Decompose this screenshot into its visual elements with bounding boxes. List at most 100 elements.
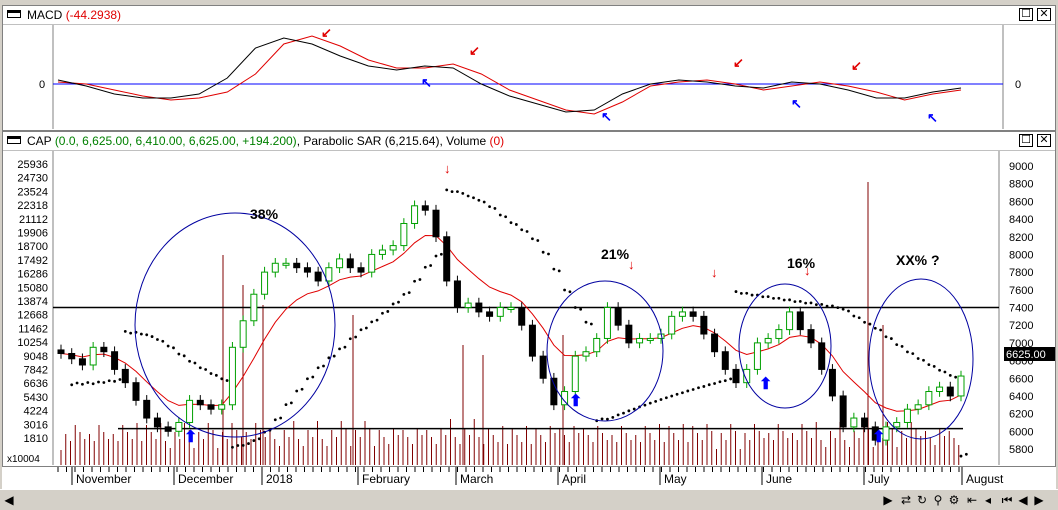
- candle-body: [464, 302, 472, 308]
- sar-dot: [343, 345, 347, 349]
- sar-dot: [514, 223, 518, 226]
- zoom-icon[interactable]: ⚲: [933, 493, 943, 507]
- horizontal-scrollbar[interactable]: ◀ ▶ ⇄ ↻ ⚲ ⚙ ⇤ ◂ ⏮ ◀ ▶: [0, 489, 1058, 510]
- sar-dot: [139, 332, 143, 336]
- left-axis-tick: 13874: [17, 296, 48, 308]
- first-icon[interactable]: ⏮: [1001, 493, 1013, 507]
- sar-dot: [643, 403, 647, 407]
- scroll-right-icon[interactable]: ▶: [883, 493, 893, 507]
- sar-dot: [450, 190, 454, 194]
- next-icon[interactable]: ▶: [1034, 493, 1044, 507]
- macd-close-button[interactable]: ✕: [1037, 8, 1051, 21]
- sar-dot: [659, 398, 663, 401]
- sar-dot: [847, 309, 850, 313]
- sar-dot: [118, 378, 122, 381]
- sar-dot: [879, 328, 883, 332]
- candle-body: [421, 205, 429, 211]
- right-axis-tick: 5800: [1009, 444, 1033, 456]
- sar-dot: [327, 356, 331, 360]
- sync-icon[interactable]: ⇄: [900, 493, 912, 507]
- time-axis-svg: November December 2018 February March April Ma…: [57, 467, 1004, 486]
- sar-dot: [150, 335, 154, 338]
- sar-dot: [295, 389, 299, 393]
- sar-dot: [397, 300, 400, 304]
- sar-dot: [825, 304, 829, 308]
- sar-dot: [498, 213, 502, 217]
- sar-dot: [761, 295, 765, 299]
- candle-body: [743, 368, 751, 384]
- candle-body: [132, 382, 140, 401]
- sar-dot: [214, 373, 218, 377]
- sar-dot: [177, 352, 181, 356]
- candle-body: [389, 245, 397, 251]
- step-back-icon[interactable]: ◂: [984, 493, 992, 507]
- sar-dot: [156, 338, 159, 341]
- sar-dot: [247, 442, 250, 445]
- sar-dot: [793, 300, 797, 303]
- left-axis-tick: 5430: [24, 392, 48, 404]
- sar-dot: [536, 239, 540, 242]
- macd-line: [57, 35, 962, 115]
- sar-dot: [97, 380, 100, 384]
- sar-dot: [332, 354, 336, 358]
- buy-arrow-icon: ⬆: [759, 376, 772, 393]
- right-axis-tick: 7400: [1009, 303, 1033, 315]
- macd-buy-arrow-icon: ↖: [791, 96, 802, 111]
- sar-dot: [841, 307, 845, 311]
- candle-body: [871, 426, 879, 441]
- sar-dot: [852, 314, 856, 318]
- sar-dot: [959, 454, 963, 458]
- settings-icon[interactable]: ⚙: [948, 493, 960, 507]
- sar-dot: [493, 207, 497, 210]
- sar-dot: [102, 381, 106, 384]
- left-axis-tick: 21112: [19, 214, 48, 226]
- sar-dot: [257, 437, 261, 441]
- candle-body: [689, 311, 697, 317]
- prev-icon[interactable]: ◀: [1018, 493, 1028, 507]
- candle-body: [861, 417, 869, 428]
- candle-body: [453, 280, 461, 308]
- candle-body: [207, 404, 215, 410]
- sar-dot: [220, 377, 224, 381]
- sar-dot: [445, 188, 449, 192]
- price-close-button[interactable]: ✕: [1037, 134, 1051, 147]
- sell-arrow-icon: ↓: [711, 265, 718, 280]
- refresh-icon[interactable]: ↻: [916, 493, 928, 507]
- candle-body: [668, 315, 676, 335]
- candle-body: [368, 253, 376, 273]
- sar-dot: [627, 409, 631, 413]
- candle-body: [518, 307, 526, 326]
- candle-body: [818, 342, 826, 370]
- macd-zero-label-left: 0: [39, 79, 45, 91]
- sar-dot: [364, 326, 368, 330]
- candle-body: [143, 399, 151, 419]
- sar-dot: [145, 333, 149, 337]
- macd-signal-line: [57, 37, 962, 113]
- sar-dot: [611, 415, 615, 419]
- time-axis-label: March: [460, 472, 493, 486]
- macd-buy-arrow-icon: ↖: [421, 75, 432, 90]
- candle-body: [443, 236, 451, 282]
- sar-dot: [166, 344, 170, 348]
- candle-body: [925, 391, 933, 406]
- sar-dot: [552, 267, 556, 271]
- candle-body: [593, 337, 601, 353]
- price-maximize-button[interactable]: ☐: [1019, 134, 1033, 147]
- sar-dot: [857, 316, 861, 320]
- sar-dot: [697, 386, 700, 390]
- sar-dot: [370, 320, 374, 324]
- left-axis-tick: 23524: [17, 186, 48, 198]
- candle-body: [582, 351, 590, 357]
- macd-maximize-button[interactable]: ☐: [1019, 8, 1033, 21]
- sar-dot: [354, 335, 358, 339]
- sar-dot: [606, 417, 609, 421]
- macd-sell-arrow-icon: ↙: [733, 55, 744, 70]
- scroll-left-icon[interactable]: ◀: [4, 493, 14, 507]
- candle-body: [196, 399, 204, 406]
- candle-body: [946, 386, 954, 397]
- time-axis: November December 2018 February March April Ma…: [2, 466, 1056, 489]
- candle-body: [250, 293, 258, 322]
- macd-value: (-44.2938): [65, 8, 122, 22]
- sar-dot: [777, 296, 781, 300]
- fast-back-icon[interactable]: ⇤: [966, 493, 978, 507]
